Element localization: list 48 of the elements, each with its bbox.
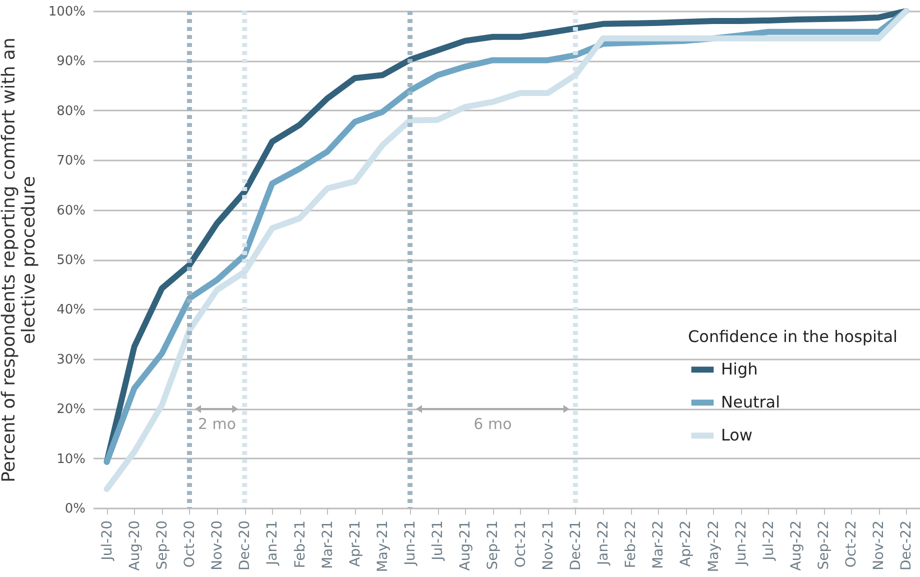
x-tick-label: Aug-20: [126, 520, 143, 571]
x-tick-label: Mar-22: [650, 520, 667, 569]
y-tick-label: 0%: [64, 502, 86, 516]
x-tick-label: May-22: [706, 520, 722, 572]
y-tick-label: 100%: [48, 4, 86, 20]
y-tick-label: 40%: [56, 302, 86, 318]
legend-label: Low: [721, 426, 753, 445]
x-tick-label: Oct-21: [512, 520, 529, 568]
y-tick-label: 90%: [56, 54, 86, 70]
x-tick-label: Nov-21: [540, 520, 556, 570]
legend-label: High: [721, 360, 758, 379]
x-tick-label: Mar-21: [320, 520, 336, 569]
x-tick-label: Sep-22: [816, 520, 832, 570]
x-tick-label: Apr-22: [678, 520, 694, 567]
x-tick-label: Jul-21: [430, 520, 446, 562]
annotation: 6 mo: [474, 414, 512, 433]
x-tick-label: Feb-22: [623, 520, 640, 568]
y-tick-label: 20%: [56, 402, 86, 418]
x-tick-label: Dec-21: [568, 520, 584, 570]
x-tick-label: May-21: [374, 520, 391, 572]
x-tick-label: Dec-20: [237, 520, 254, 570]
x-tick-label: Oct-20: [182, 520, 198, 568]
y-tick-label: 30%: [56, 352, 86, 368]
x-tick-label: Aug-22: [788, 520, 804, 571]
x-tick-label: Dec-22: [898, 520, 915, 570]
x-tick-label: Jul-22: [760, 520, 777, 562]
legend-label: Neutral: [721, 392, 780, 412]
x-tick-label: Oct-22: [844, 520, 860, 568]
legend-title: Confidence in the hospital: [688, 327, 898, 346]
x-tick-label: Jan-22: [595, 520, 612, 566]
x-tick-label: Jun-22: [733, 520, 750, 566]
x-tick-label: Sep-20: [154, 520, 170, 570]
x-tick-label: Apr-21: [347, 520, 364, 567]
annotation: 2 mo: [198, 414, 236, 433]
y-tick-label: 50%: [56, 253, 86, 268]
x-tick-label: Nov-22: [871, 520, 888, 570]
y-axis-title: Percent of respondents reporting comfort with an elective procedure: [0, 38, 40, 482]
y-tick-label: 70%: [56, 154, 86, 169]
x-tick-label: Jun-21: [402, 520, 419, 566]
y-tick-label: 60%: [56, 203, 86, 218]
x-tick-label: Jan-21: [264, 520, 281, 566]
x-tick-label: Sep-21: [485, 520, 502, 570]
x-tick-label: Aug-21: [458, 520, 474, 571]
x-tick-label: Jul-20: [99, 520, 116, 562]
x-tick-label: Nov-20: [210, 520, 226, 570]
y-tick-label: 80%: [56, 104, 86, 119]
x-tick-label: Feb-21: [292, 520, 308, 568]
y-tick-label: 10%: [56, 452, 86, 467]
